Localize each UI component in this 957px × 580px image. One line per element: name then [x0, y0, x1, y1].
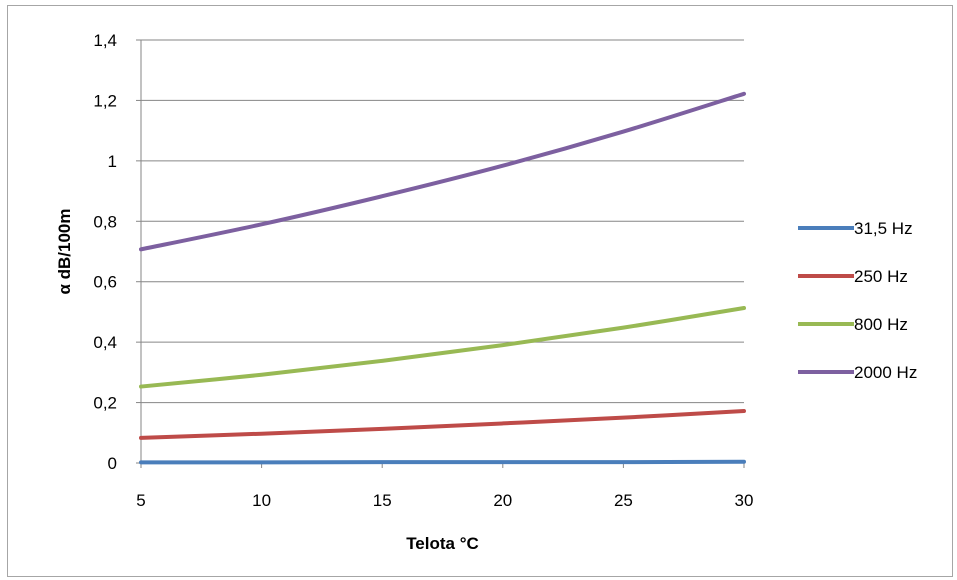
series-line-3: [139, 306, 746, 389]
legend-label-4: 2000 Hz: [854, 363, 917, 382]
y-axis-title: α dB/100m: [55, 208, 74, 294]
x-tick-label: 5: [136, 491, 145, 510]
y-tick-label: 1,2: [93, 91, 117, 110]
y-tick-labels: 0 0,2 0,4 0,6 0,8 1 1,2 1,4: [93, 31, 117, 473]
x-tick-labels: 5 10 15 20 25 30: [136, 491, 753, 510]
y-tick-label: 0,8: [93, 212, 117, 231]
legend: 31,5 Hz 250 Hz 800 Hz 2000 Hz: [798, 219, 917, 382]
series-line-1: [139, 459, 746, 465]
series-line-2: [139, 409, 746, 440]
y-tick-label: 0,6: [93, 273, 117, 292]
x-tick-label: 20: [493, 491, 512, 510]
y-tick-label: 0,4: [93, 333, 117, 352]
x-tick-label: 30: [735, 491, 754, 510]
y-tick-label: 0: [108, 454, 117, 473]
x-tick-label: 15: [373, 491, 392, 510]
legend-label-3: 800 Hz: [854, 315, 908, 334]
series-line-4: [139, 91, 746, 252]
y-tick-label: 1,4: [93, 31, 117, 50]
series-lines: [139, 91, 746, 465]
legend-label-1: 31,5 Hz: [854, 219, 913, 238]
axes: [136, 39, 745, 468]
y-tick-label: 1: [108, 152, 117, 171]
legend-label-2: 250 Hz: [854, 267, 908, 286]
y-tick-label: 0,2: [93, 394, 117, 413]
x-tick-label: 25: [614, 491, 633, 510]
grid-lines: [141, 39, 744, 404]
x-axis-title: Telota °C: [406, 534, 479, 553]
x-tick-label: 10: [252, 491, 271, 510]
